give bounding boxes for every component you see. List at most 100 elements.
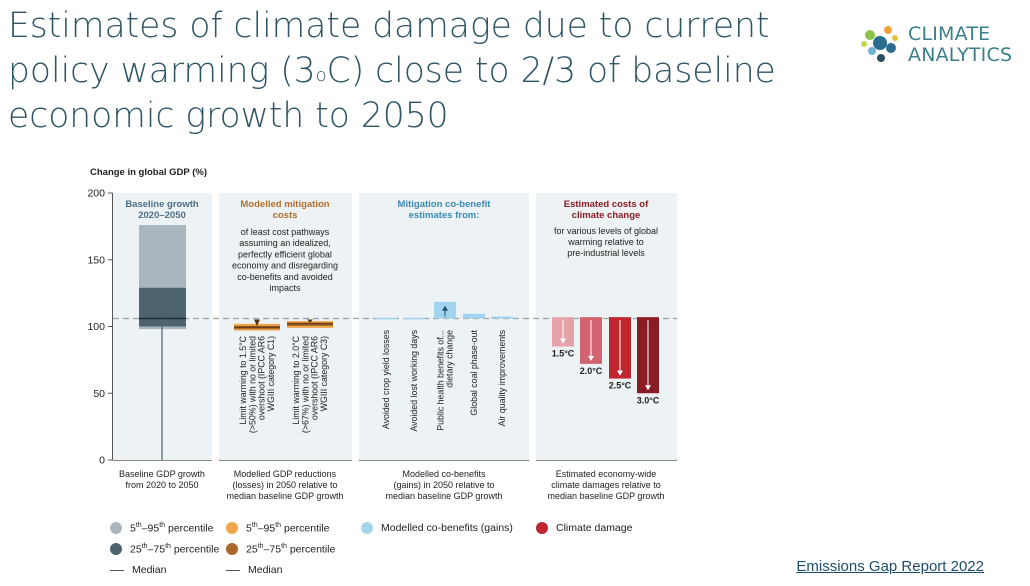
climate-damage-chart: Change in global GDP (%) 0 50 100 150 200 Ba… <box>87 167 677 501</box>
legend-swatch <box>110 569 124 571</box>
legend-damage: Climate damage <box>536 522 632 534</box>
logo-line-1: CLIMATE <box>908 23 991 45</box>
y-tick-label: 0 <box>99 455 105 467</box>
panel-title-damages: Estimated costs of <box>564 199 649 210</box>
damages-description: pre-industrial levels <box>567 248 645 258</box>
legend-label: 25th–75th percentile <box>246 543 336 556</box>
damage-warming-label: 2.5°C <box>609 381 632 391</box>
panel-title-mitigation: Modelled mitigation <box>240 199 329 210</box>
globe-icon <box>861 26 898 62</box>
mitigation-description: perfectly efficient global <box>238 249 332 259</box>
cobenefit-category-label: Avoided crop yield losses <box>381 329 391 429</box>
cobenefit-bar <box>491 316 513 319</box>
legend-grey-median: Median <box>110 564 166 576</box>
mitigation-description: co-benefits and avoided <box>237 272 333 282</box>
mitigation-bar-label: overshoot (IPCC AR6 <box>257 336 267 420</box>
cobenefit-category-label: dietary change <box>445 330 455 388</box>
damages-description: for various levels of global <box>554 226 658 236</box>
damages-description: warming relative to <box>567 237 644 247</box>
caption-damages: Estimated economy-wide <box>556 469 657 479</box>
cobenefit-category-label: Public health benefits of... <box>435 330 445 431</box>
title-line-1: Estimates of climate damage due to curre… <box>8 6 770 46</box>
legend-label: 5th–95th percentile <box>246 522 330 535</box>
slide-title: Estimates of climate damage due to curre… <box>8 4 828 139</box>
legend-cobenefit: Modelled co-benefits (gains) <box>361 522 513 534</box>
mitigation-description: assuming an idealized, <box>239 238 331 248</box>
legend-label: Modelled co-benefits (gains) <box>381 522 513 534</box>
mitigation-bar-label: WGIII category C1) <box>266 336 276 411</box>
panel-title-baseline: 2020–2050 <box>138 210 186 221</box>
damage-warming-label: 1.5°C <box>552 349 575 359</box>
panel-title-baseline: Baseline growth <box>125 199 199 210</box>
mitigation-description: economy and disregarding <box>232 261 338 271</box>
logo-text: CLIMATE ANALYTICS <box>908 24 1012 66</box>
caption-cobenefits: (gains) in 2050 relative to <box>393 480 494 490</box>
y-tick-label: 100 <box>87 321 105 333</box>
legend-swatch <box>226 522 238 535</box>
mitigation-bar-label: overshoot (IPCC AR6 <box>310 336 320 420</box>
mitigation-arrow <box>307 319 313 323</box>
chart-panel <box>359 193 529 460</box>
legend-grey-p25-75: 25th–75th percentile <box>110 543 219 556</box>
damage-arrowhead <box>617 370 623 376</box>
legend-label: 5th–95th percentile <box>130 522 214 535</box>
damage-warming-label: 2.0°C <box>580 366 603 376</box>
legend-swatch <box>226 543 238 556</box>
damage-arrowhead <box>560 338 566 344</box>
legend-swatch <box>361 522 373 534</box>
cobenefit-arrowhead <box>442 305 448 311</box>
damage-arrowhead <box>588 355 594 361</box>
cobenefit-bar <box>375 317 397 320</box>
title-line-2: policy warming (3oC) close to 2/3 of bas… <box>8 51 776 91</box>
caption-mitigation: median baseline GDP growth <box>227 491 344 501</box>
cobenefit-bar <box>403 317 425 320</box>
legend-orange-p5-95: 5th–95th percentile <box>226 522 330 535</box>
panel-title-cobenefits: estimates from: <box>409 210 480 221</box>
caption-cobenefits: median baseline GDP growth <box>386 491 503 501</box>
caption-cobenefits: Modelled co-benefits <box>402 469 486 479</box>
cobenefit-category-label: Air quality improvements <box>497 329 507 426</box>
mitigation-bar-label: Limit warming to 2.0°C <box>291 335 301 424</box>
caption-mitigation: Modelled GDP reductions <box>234 469 337 479</box>
mitigation-description: of least cost pathways <box>241 227 330 237</box>
y-tick-label: 200 <box>87 188 105 200</box>
baseline-arrowhead <box>158 318 166 326</box>
y-tick-label: 150 <box>87 254 105 266</box>
legend-label: Median <box>132 564 167 576</box>
panel-title-cobenefits: Mitigation co-benefit <box>398 199 492 210</box>
logo-line-2: ANALYTICS <box>908 44 1013 66</box>
y-tick-label: 50 <box>93 388 105 400</box>
legend-swatch <box>536 522 548 534</box>
legend-label: 25th–75th percentile <box>130 543 220 556</box>
legend-swatch <box>226 569 240 571</box>
mitigation-bar-label: Limit warming to 1.5°C <box>238 335 248 424</box>
mitigation-bar-label: (>67%) with no or limited <box>300 336 310 433</box>
caption-mitigation: (losses) in 2050 relative to <box>232 480 337 490</box>
damage-warming-label: 3.0°C <box>637 395 660 405</box>
emissions-gap-report-link[interactable]: Emissions Gap Report 2022 <box>796 558 984 575</box>
cobenefit-bar <box>463 313 485 319</box>
legend-label: Climate damage <box>556 522 633 534</box>
legend-grey-p5-95: 5th–95th percentile <box>110 522 214 535</box>
legend-label: Median <box>248 564 283 576</box>
climate-analytics-logo: CLIMATE ANALYTICS <box>858 18 1023 72</box>
caption-baseline: from 2020 to 2050 <box>125 480 198 490</box>
mitigation-description: impacts <box>269 283 301 293</box>
cobenefit-category-label: Avoided lost working days <box>409 329 419 431</box>
mitigation-bar-label: (>50%) with no or limited <box>247 336 257 433</box>
legend-swatch <box>110 522 122 535</box>
title-line-3: economic growth to 2050 <box>8 96 449 136</box>
y-axis-label: Change in global GDP (%) <box>90 167 207 178</box>
damage-arrowhead <box>645 385 651 391</box>
caption-damages: median baseline GDP growth <box>548 491 665 501</box>
caption-damages: climate damages relative to <box>551 480 661 490</box>
mitigation-arrow <box>254 319 260 327</box>
legend-orange-median: Median <box>226 564 282 576</box>
cobenefit-category-label: Global coal phase-out <box>469 329 479 415</box>
panel-title-mitigation: costs <box>273 210 298 221</box>
panel-title-damages: climate change <box>572 210 641 221</box>
caption-baseline: Baseline GDP growth <box>119 469 205 479</box>
mitigation-bar-label: WGIII category C3) <box>319 336 329 411</box>
legend-orange-p25-75: 25th–75th percentile <box>226 543 335 556</box>
legend-swatch <box>110 543 122 556</box>
